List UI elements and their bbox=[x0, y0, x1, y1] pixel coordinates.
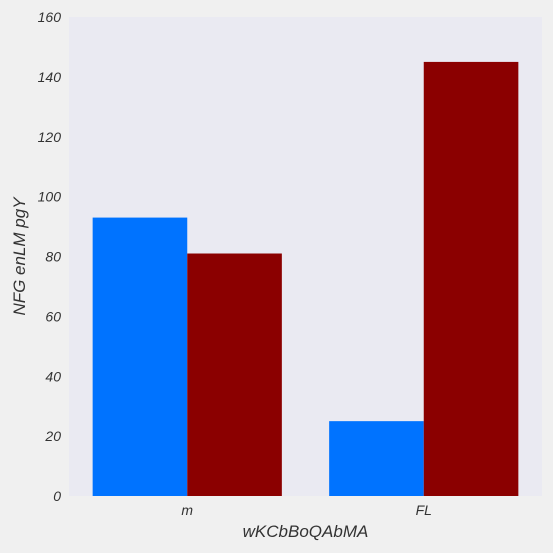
y-tick-label: 140 bbox=[38, 69, 62, 85]
y-axis-ticks: 0 20 40 60 80 100 120 140 160 bbox=[38, 9, 62, 504]
y-tick-label: 160 bbox=[38, 9, 62, 25]
x-axis-ticks: m FL bbox=[181, 502, 432, 518]
y-tick-label: 0 bbox=[53, 488, 61, 504]
bars-group bbox=[92, 61, 519, 497]
bar-FL-series-2 bbox=[423, 61, 519, 496]
bar-m-series-2 bbox=[187, 253, 282, 496]
y-tick-label: 40 bbox=[45, 368, 61, 384]
x-tick-label: m bbox=[181, 502, 193, 518]
bar-FL-series-1 bbox=[329, 421, 424, 496]
bar-m-series-1 bbox=[92, 217, 188, 497]
y-axis-label: NFG enLM pgY bbox=[10, 196, 29, 316]
x-axis-label: wKCbBoQAbMA bbox=[243, 522, 369, 541]
y-tick-label: 60 bbox=[45, 308, 61, 324]
y-tick-label: 120 bbox=[38, 129, 62, 145]
y-tick-label: 20 bbox=[44, 428, 61, 444]
x-tick-label: FL bbox=[416, 502, 432, 518]
y-tick-label: 100 bbox=[38, 189, 62, 205]
y-tick-label: 80 bbox=[45, 249, 61, 265]
